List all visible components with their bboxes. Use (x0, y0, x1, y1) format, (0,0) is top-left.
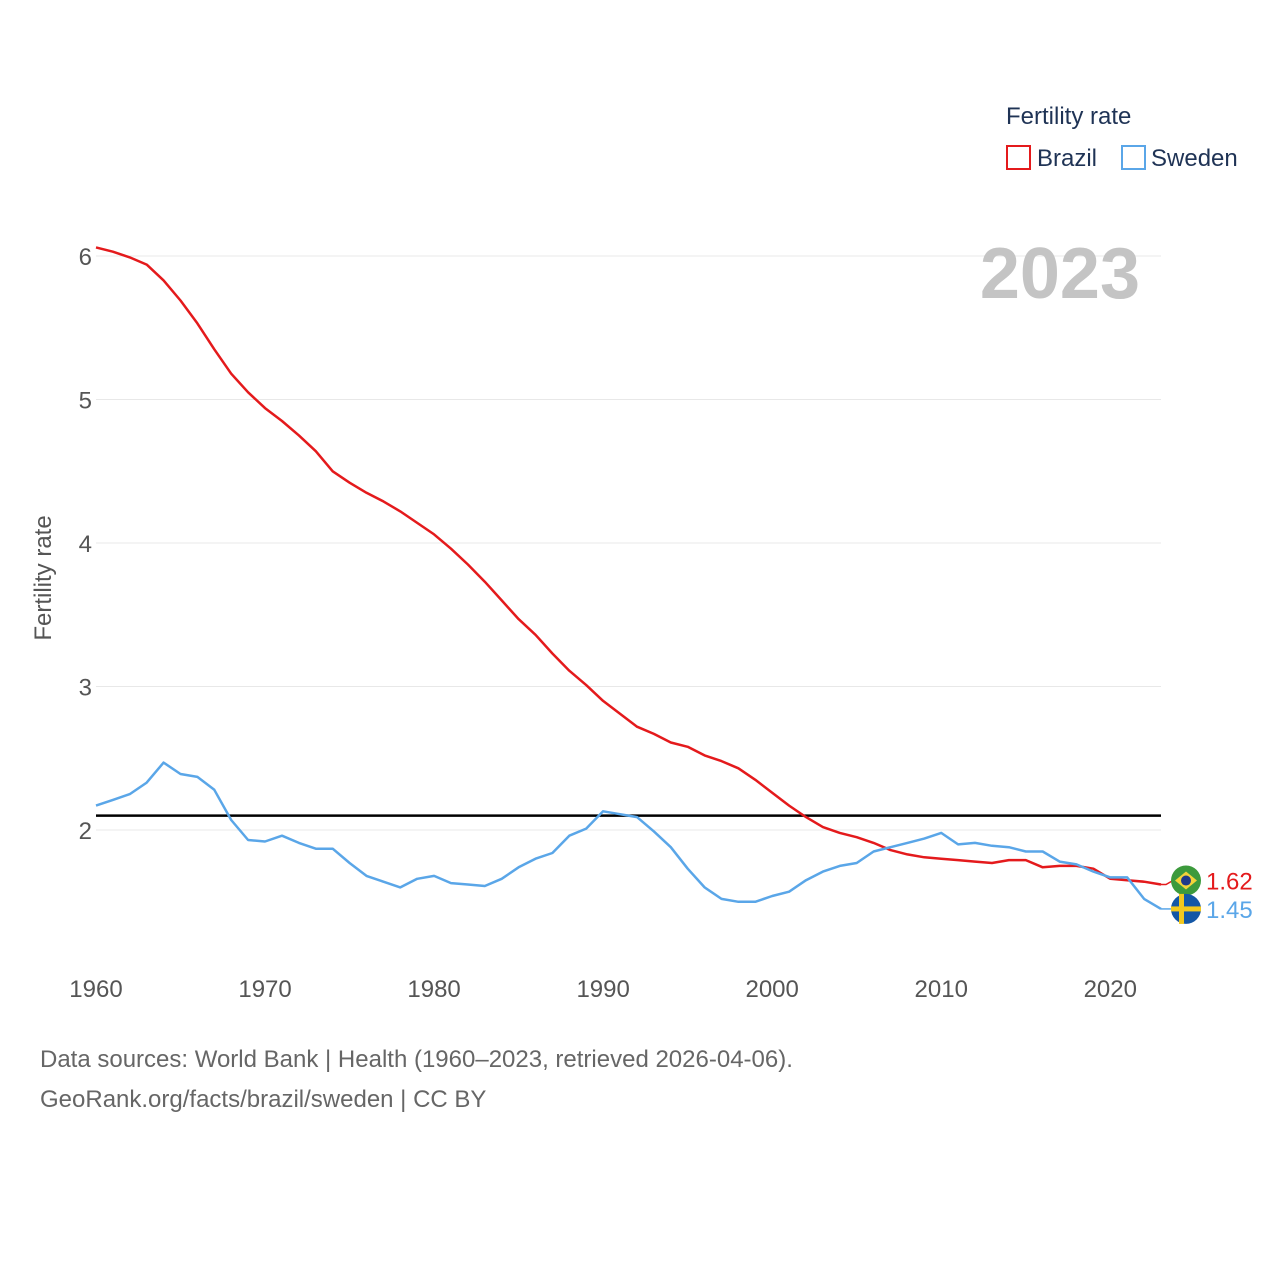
legend-item-sweden[interactable]: Sweden (1121, 145, 1238, 172)
y-tick-label-5: 5 (79, 388, 92, 415)
end-value-label-brazil: 1.62 (1206, 869, 1253, 896)
y-tick-label-6: 6 (79, 244, 92, 271)
x-tick-label-1990: 1990 (576, 976, 629, 1003)
series-lines (95, 246, 1162, 910)
gridlines (96, 255, 1161, 831)
attribution-text: GeoRank.org/facts/brazil/sweden | CC BY (40, 1086, 487, 1113)
year-label: 2023 (980, 234, 1140, 314)
y-axis-ticks: 2 3 4 5 6 (79, 244, 92, 845)
y-tick-label-4: 4 (79, 531, 92, 558)
sweden-flag (1171, 893, 1201, 924)
end-value-label-sweden: 1.45 (1206, 897, 1253, 924)
series-line-sweden (95, 761, 1162, 910)
brazil-flag-globe (1181, 875, 1191, 886)
x-tick-label-1970: 1970 (238, 976, 291, 1003)
x-axis-ticks: 1960 1970 1980 1990 2000 2010 2020 (69, 976, 1137, 1003)
x-tick-label-1980: 1980 (407, 976, 460, 1003)
x-tick-label-2010: 2010 (915, 976, 968, 1003)
sweden-flag-cross-horizontal (1171, 906, 1201, 912)
series-line-brazil (95, 246, 1162, 886)
legend-label-brazil: Brazil (1037, 145, 1097, 172)
x-tick-label-2020: 2020 (1084, 976, 1137, 1003)
x-tick-label-2000: 2000 (745, 976, 798, 1003)
legend-swatch-sweden (1121, 145, 1146, 170)
end-connector-brazil (1161, 879, 1174, 886)
y-tick-label-2: 2 (79, 818, 92, 845)
legend-label-sweden: Sweden (1151, 145, 1238, 172)
data-sources-text: Data sources: World Bank | Health (1960–… (40, 1046, 793, 1073)
footer: Data sources: World Bank | Health (1960–… (40, 1040, 793, 1120)
y-axis-title: Fertility rate (30, 515, 57, 640)
x-tick-label-1960: 1960 (69, 976, 122, 1003)
legend-item-brazil[interactable]: Brazil (1006, 145, 1097, 172)
series-end-labels: 1.621.45 (1161, 865, 1253, 924)
legend: Fertility rate Brazil Sweden (1006, 103, 1238, 172)
legend-swatch-brazil (1006, 145, 1031, 170)
brazil-flag (1171, 865, 1201, 896)
y-tick-label-3: 3 (79, 675, 92, 702)
legend-title: Fertility rate (1006, 103, 1131, 130)
